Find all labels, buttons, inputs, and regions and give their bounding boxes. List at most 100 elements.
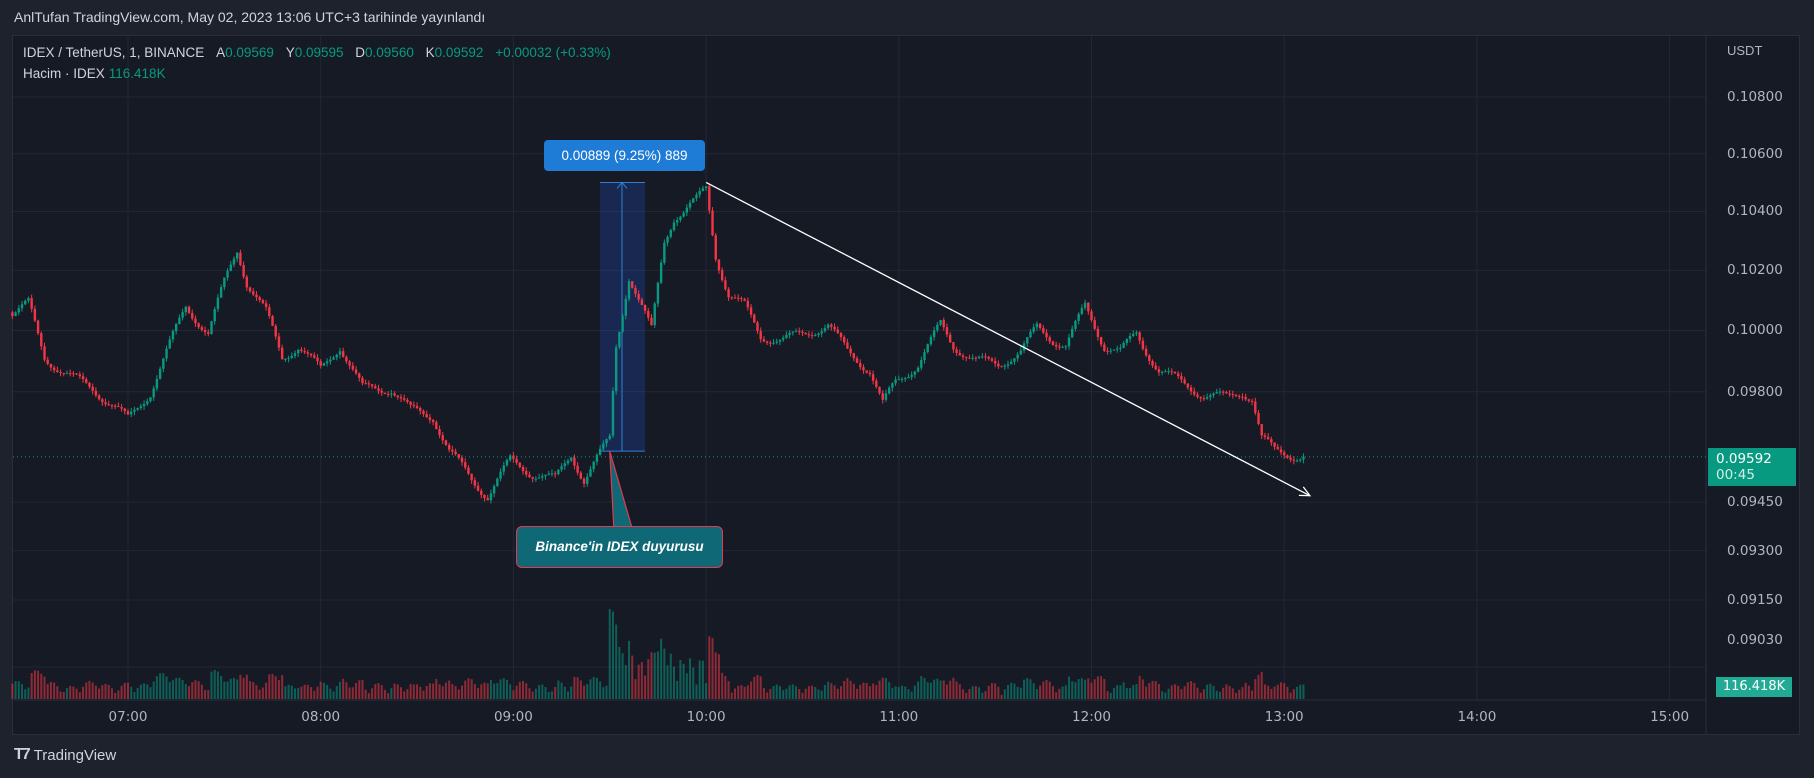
candle (932, 330, 936, 337)
chart-frame[interactable] (12, 35, 1800, 735)
candle (958, 352, 962, 356)
volume-bar (85, 682, 88, 699)
volume-bar (708, 636, 711, 699)
volume-bar (1135, 683, 1138, 699)
candle (650, 317, 653, 326)
candle (1115, 348, 1119, 350)
candle (1154, 365, 1157, 370)
volume-value: 116.418K (108, 66, 166, 81)
candle (110, 405, 114, 407)
volume-bar (281, 675, 284, 699)
volume-bar (721, 672, 724, 699)
callout-note[interactable]: Binance'in IDEX duyurusu (516, 526, 723, 568)
candle (1112, 349, 1116, 351)
symbol-name[interactable]: IDEX / TetherUS, 1, BINANCE (23, 45, 205, 60)
candle (720, 270, 724, 281)
candle (528, 474, 531, 478)
candle (897, 379, 900, 381)
candle (464, 462, 467, 468)
candle (618, 331, 621, 348)
candle (248, 287, 252, 292)
volume-bar (621, 653, 624, 699)
volume-bar (766, 692, 769, 699)
footer-brand[interactable]: T7 TradingView (14, 746, 116, 764)
candle (801, 331, 804, 333)
price-tick: 0.10000 (1727, 322, 1783, 339)
candle (49, 363, 53, 368)
volume-bar (204, 689, 207, 699)
price-axis-unit[interactable]: USDT (1727, 43, 1763, 58)
volume-bar (1170, 685, 1173, 699)
volume-bar (162, 673, 165, 699)
candle (894, 379, 897, 384)
volume-bar (1035, 689, 1038, 699)
volume-bar (984, 691, 987, 699)
volume-bar (1263, 684, 1266, 699)
brand-name: TradingView (33, 746, 117, 764)
candle (1135, 332, 1138, 334)
candle (165, 348, 168, 359)
volume-bar (1141, 679, 1144, 699)
candle (669, 230, 672, 237)
candle (139, 406, 143, 408)
candle (553, 473, 557, 475)
volume-bar (541, 684, 544, 699)
volume-bar (98, 688, 101, 699)
volume-bar (994, 683, 997, 699)
volume-bar (489, 679, 492, 699)
candle (900, 378, 904, 380)
volume-bar (698, 660, 701, 699)
candle (756, 322, 759, 331)
volume-bar (897, 686, 900, 699)
candle (997, 363, 1000, 367)
candle (910, 374, 913, 377)
volume-bar (40, 673, 43, 699)
volume-bar (759, 676, 762, 699)
candle (875, 380, 878, 387)
candle (810, 335, 814, 337)
volume-bar (599, 681, 602, 699)
volume-bar (1225, 684, 1228, 699)
candle (1058, 346, 1061, 348)
candle (374, 386, 377, 389)
volume-bar (470, 679, 473, 699)
volume-bar (801, 692, 804, 699)
volume-bar (750, 681, 753, 699)
candle (158, 368, 162, 379)
candle (627, 281, 631, 299)
volume-bar (550, 691, 553, 699)
candle (1212, 393, 1215, 396)
volume-bar (232, 678, 235, 699)
candle (277, 336, 281, 348)
volume-bar (1273, 686, 1276, 699)
volume-bar (586, 684, 589, 699)
volume-bar (512, 690, 515, 699)
volume-bar (226, 681, 229, 699)
volume-bar (583, 685, 586, 699)
volume-bar (920, 676, 923, 699)
measure-label[interactable]: 0.00889 (9.25%) 889 (544, 140, 705, 171)
volume-bar (1010, 682, 1013, 699)
volume-bar (1235, 692, 1238, 699)
candle (846, 342, 849, 349)
volume-bar (27, 687, 30, 699)
candle (293, 353, 297, 357)
candle (566, 460, 570, 464)
candle (945, 327, 949, 335)
volume-bar (1096, 676, 1099, 699)
volume-label[interactable]: Hacim · IDEX (23, 66, 105, 81)
candle (695, 194, 698, 199)
candle (245, 276, 249, 288)
volume-bar (367, 693, 370, 699)
volume-bar (194, 680, 197, 699)
volume-bar (538, 685, 541, 699)
volume-bar (409, 684, 412, 699)
volume-bar (1167, 688, 1170, 699)
candle (361, 377, 364, 384)
volume-bar (1032, 683, 1035, 699)
volume-bar (268, 674, 271, 699)
candle (659, 262, 663, 283)
candle (878, 386, 881, 394)
volume-bar (120, 685, 123, 699)
